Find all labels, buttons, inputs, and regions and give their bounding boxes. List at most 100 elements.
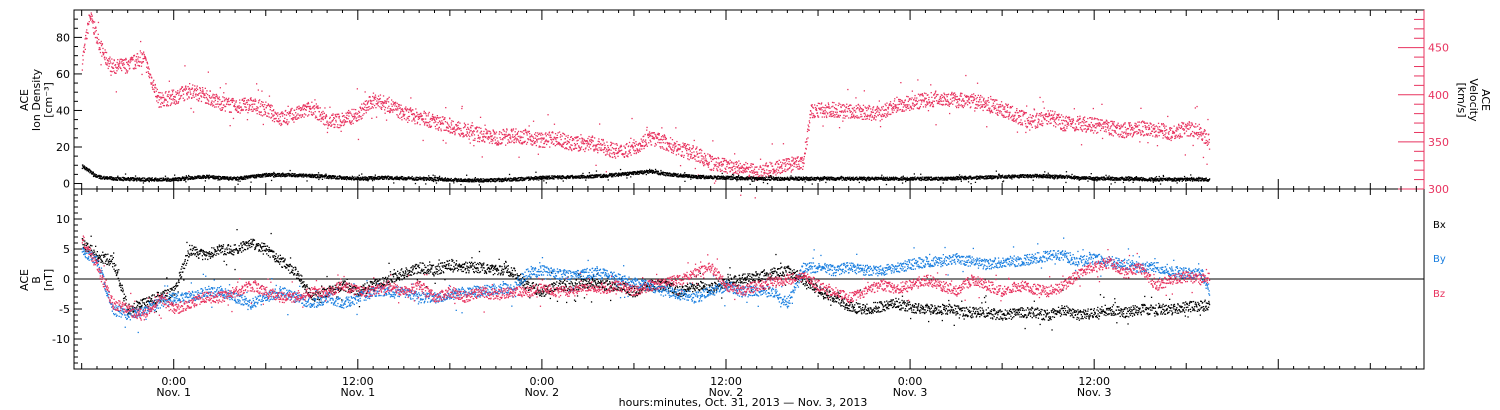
velocity-series-point [799, 160, 801, 162]
velocity-series-point [317, 105, 319, 107]
velocity-series-point [1012, 119, 1014, 122]
density-series-point [169, 180, 172, 182]
velocity-series-point [1203, 142, 1205, 144]
density-series-point [280, 173, 282, 175]
velocity-series-point [913, 105, 915, 108]
velocity-series-point [119, 58, 121, 60]
velocity-series-point [401, 110, 404, 112]
velocity-series-point [1064, 117, 1067, 119]
velocity-series-point [851, 116, 853, 119]
velocity-series-point [990, 98, 992, 100]
velocity-series-point [315, 103, 317, 105]
velocity-series-point [252, 103, 254, 105]
velocity-series-point [732, 172, 734, 174]
velocity-series-point [950, 94, 952, 96]
velocity-series-point [1113, 123, 1115, 125]
velocity-series-point [541, 146, 544, 148]
velocity-series-point [701, 149, 703, 152]
velocity-series-point [1122, 124, 1124, 127]
velocity-series-point [444, 129, 446, 131]
velocity-series-point [252, 100, 254, 102]
velocity-series-point [789, 166, 791, 169]
velocity-series-point [1052, 118, 1054, 120]
velocity-series-point [924, 104, 927, 106]
velocity-series-point [244, 103, 246, 105]
velocity-series-point [977, 94, 979, 96]
velocity-series-point [1062, 116, 1064, 118]
velocity-series-point [536, 139, 538, 142]
velocity-series-point [912, 108, 915, 110]
velocity-series-point [1012, 118, 1014, 120]
velocity-series-point [810, 110, 812, 112]
velocity-series-point [870, 119, 873, 121]
density-series-point [261, 173, 264, 175]
velocity-series-point [826, 106, 828, 108]
velocity-series-point [192, 95, 194, 97]
velocity-series-point [423, 124, 426, 126]
density-ytick-label: 60 [56, 68, 70, 81]
velocity-series-point [921, 94, 923, 96]
velocity-series-point [831, 101, 834, 104]
velocity-series-point [1169, 129, 1172, 131]
velocity-series-point [444, 117, 446, 119]
velocity-series-point [661, 127, 663, 129]
velocity-series-point [869, 105, 871, 108]
velocity-series-point [1118, 125, 1120, 127]
velocity-series-point [790, 171, 792, 173]
velocity-series-point [577, 136, 579, 139]
velocity-series-point [907, 107, 909, 109]
velocity-series-point [821, 102, 823, 104]
velocity-series-point [653, 132, 655, 134]
velocity-series-point [121, 63, 124, 65]
velocity-series-point [603, 148, 606, 150]
velocity-series-point [960, 95, 962, 97]
velocity-series-point [118, 62, 121, 64]
velocity-series-point [909, 97, 911, 100]
velocity-series-point [589, 139, 591, 141]
velocity-series-point [578, 145, 580, 147]
density-series-point [132, 180, 135, 182]
velocity-series-point [948, 103, 950, 105]
velocity-series-point [688, 148, 690, 151]
velocity-series-point [306, 105, 308, 108]
velocity-series-point [340, 130, 342, 132]
velocity-series-point [1175, 134, 1177, 136]
velocity-series-point [354, 117, 356, 119]
velocity-series-point [228, 100, 230, 103]
velocity-series-point [114, 72, 116, 74]
velocity-series-point [1200, 135, 1202, 137]
density-series-point [104, 178, 106, 180]
velocity-series-point [709, 154, 711, 157]
velocity-series-point [912, 104, 914, 106]
velocity-series-point [302, 114, 304, 116]
velocity-series-point [820, 107, 822, 109]
velocity-series-point [1099, 123, 1101, 125]
velocity-series-point [1000, 105, 1002, 108]
velocity-series-point [528, 130, 530, 133]
velocity-series-point [314, 105, 316, 107]
velocity-series-point [1045, 115, 1047, 118]
velocity-series-point [412, 119, 414, 121]
velocity-series-point [474, 127, 476, 129]
velocity-series-point [667, 142, 669, 145]
velocity-series-point [467, 126, 469, 129]
velocity-series-point [841, 111, 843, 113]
density-series-point [142, 182, 145, 184]
velocity-series-point [773, 169, 775, 171]
velocity-series-point [914, 104, 916, 106]
velocity-series-point [469, 130, 471, 132]
velocity-series-point [342, 120, 344, 122]
density-series-point [84, 168, 86, 170]
velocity-series-point [500, 142, 502, 145]
velocity-series-point [887, 106, 890, 108]
velocity-series-point [693, 154, 696, 157]
velocity-series-point [513, 142, 515, 144]
velocity-series-point [437, 122, 439, 124]
velocity-series-point [650, 141, 652, 143]
velocity-series-point [194, 88, 196, 91]
velocity-series-point [1163, 130, 1166, 132]
velocity-series-point [584, 148, 587, 150]
velocity-series-point [213, 96, 215, 99]
velocity-series-point [731, 166, 734, 168]
velocity-series-point [1081, 129, 1083, 131]
